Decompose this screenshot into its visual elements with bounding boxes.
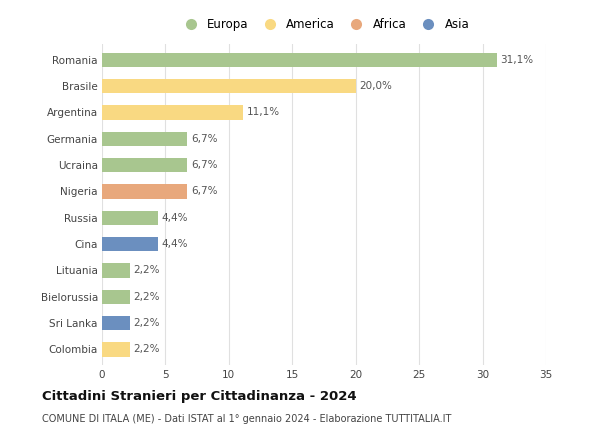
Text: Cittadini Stranieri per Cittadinanza - 2024: Cittadini Stranieri per Cittadinanza - 2…: [42, 390, 356, 403]
Text: 2,2%: 2,2%: [134, 265, 160, 275]
Text: 6,7%: 6,7%: [191, 187, 217, 196]
Bar: [102, 105, 243, 120]
Text: 2,2%: 2,2%: [134, 345, 160, 354]
Text: 31,1%: 31,1%: [500, 55, 533, 65]
Bar: [102, 52, 497, 67]
Text: 2,2%: 2,2%: [134, 292, 160, 302]
Text: 4,4%: 4,4%: [161, 213, 188, 223]
Bar: [102, 237, 158, 251]
Text: 11,1%: 11,1%: [247, 107, 280, 117]
Text: COMUNE DI ITALA (ME) - Dati ISTAT al 1° gennaio 2024 - Elaborazione TUTTITALIA.I: COMUNE DI ITALA (ME) - Dati ISTAT al 1° …: [42, 414, 451, 425]
Bar: [102, 290, 130, 304]
Text: 6,7%: 6,7%: [191, 134, 217, 144]
Bar: [102, 158, 187, 172]
Bar: [102, 342, 130, 357]
Bar: [102, 79, 356, 93]
Bar: [102, 263, 130, 278]
Text: 6,7%: 6,7%: [191, 160, 217, 170]
Bar: [102, 210, 158, 225]
Bar: [102, 316, 130, 330]
Text: 2,2%: 2,2%: [134, 318, 160, 328]
Bar: [102, 184, 187, 199]
Text: 20,0%: 20,0%: [359, 81, 392, 91]
Text: 4,4%: 4,4%: [161, 239, 188, 249]
Bar: [102, 132, 187, 146]
Legend: Europa, America, Africa, Asia: Europa, America, Africa, Asia: [179, 18, 469, 31]
